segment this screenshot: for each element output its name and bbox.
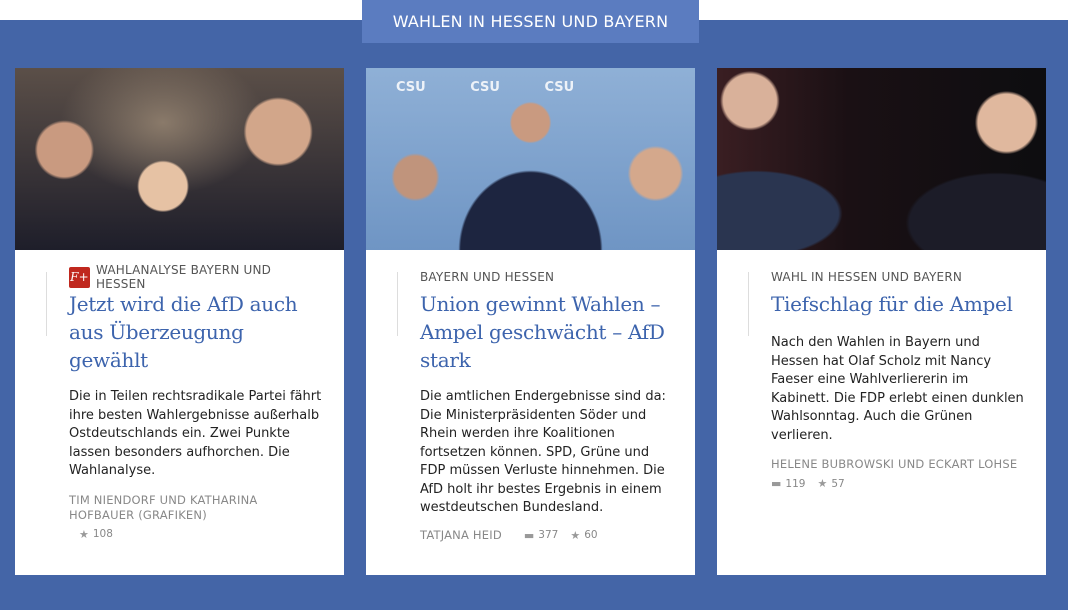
article-teaser: Die in Teilen rechtsradikale Partei fähr…	[69, 389, 322, 478]
section-title-tab[interactable]: WAHLEN IN HESSEN UND BAYERN	[362, 0, 699, 43]
article-author: HELENE BUBROWSKI UND ECKART LOHSE	[771, 457, 1018, 471]
comment-count[interactable]: 119	[785, 477, 806, 490]
comment-icon[interactable]: ▬	[771, 477, 782, 490]
fplus-premium-icon: F+	[69, 266, 90, 288]
article-kicker: WAHL IN HESSEN UND BAYERN	[771, 270, 963, 284]
star-icon: ★	[79, 527, 89, 541]
article-card[interactable]: F+ WAHLANALYSE BAYERN UND HESSEN Jetzt wi…	[15, 68, 344, 575]
article-title[interactable]: Tiefschlag für die Ampel	[771, 292, 1013, 316]
star-icon: ★	[570, 528, 581, 542]
article-kicker: WAHLANALYSE BAYERN UND HESSEN	[95, 263, 272, 291]
article-title[interactable]: Jetzt wird die AfD auch aus Überzeugung …	[69, 292, 298, 372]
article-card[interactable]: CSU CSU CSU BAYERN UND HESSEN Union gewi…	[366, 68, 695, 575]
star-icon: ★	[817, 477, 828, 490]
article-image[interactable]	[717, 68, 1046, 250]
article-author: TIM NIENDORF UND KATHARINA HOFBAUER (GRA…	[69, 492, 258, 522]
star-count: 57	[831, 477, 845, 490]
article-author: TATJANA HEID	[420, 527, 502, 542]
article-kicker: BAYERN UND HESSEN	[420, 270, 555, 284]
article-card[interactable]: WAHL IN HESSEN UND BAYERN Tiefschlag für…	[717, 68, 1046, 575]
article-title[interactable]: Union gewinnt Wahlen – Ampel geschwächt …	[420, 292, 665, 372]
csu-backdrop-text: CSU CSU CSU	[396, 80, 575, 95]
article-teaser: Die amtlichen Endergebnisse sind da: Die…	[420, 389, 666, 515]
article-image[interactable]	[15, 68, 344, 250]
article-image[interactable]: CSU CSU CSU	[366, 68, 695, 250]
comment-count[interactable]: 377	[538, 529, 559, 541]
article-teaser: Nach den Wahlen in Bayern und Hessen hat…	[771, 335, 1024, 443]
comment-icon[interactable]: ▬	[523, 528, 535, 542]
star-count: 108	[92, 528, 113, 540]
star-count: 60	[584, 529, 598, 541]
